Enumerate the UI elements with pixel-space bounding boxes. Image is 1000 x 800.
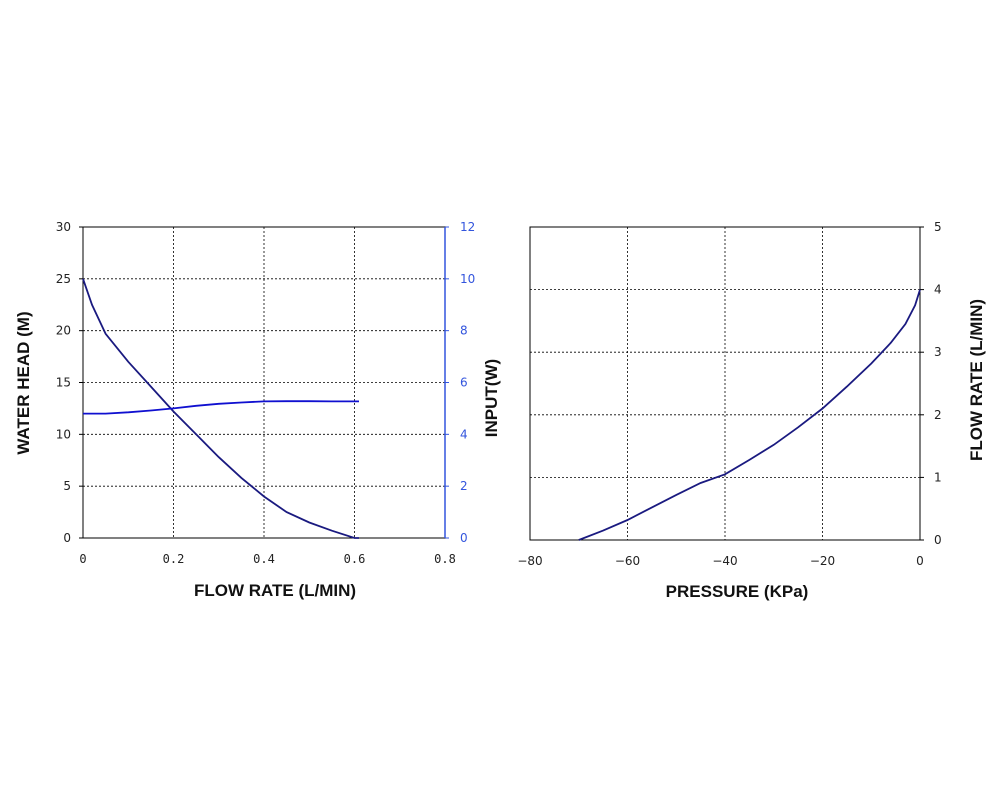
y2-axis-title-left: INPUT(W) [482,359,501,437]
y2-tick-label: 2 [460,479,468,493]
x-tick-label: −80 [517,554,542,568]
x-tick-label: 0.2 [163,552,185,566]
x-axis-title-left: FLOW RATE (L/MIN) [194,581,356,600]
y-tick-label: 0 [934,533,942,547]
y-tick-label: 5 [934,220,942,234]
y2-tick-label: 8 [460,324,468,338]
y-axis-title-left: WATER HEAD (M) [14,311,33,454]
y-tick-label: 10 [56,427,71,441]
y-tick-label: 2 [934,408,942,422]
x-tick-label: −40 [712,554,737,568]
flow-rate-line [578,289,921,541]
y-tick-label: 20 [56,324,71,338]
input-power-line [83,400,359,415]
y-tick-label: 30 [56,220,71,234]
y2-tick-label: 4 [460,427,468,441]
water-head-line [82,278,359,539]
y-tick-label: 0 [63,531,71,545]
y-tick-label: 3 [934,345,942,359]
y-tick-label: 4 [934,283,942,297]
x-tick-label: 0.8 [434,552,456,566]
y2-tick-label: 10 [460,272,475,286]
pressure-flow-chart: −80 −60 −40 −20 00 1 2 3 4 5 [517,220,941,568]
x-tick-label: 0 [916,554,924,568]
x-axis-title-right: PRESSURE (KPa) [666,582,809,601]
y2-tick-label: 0 [460,531,468,545]
y-axis-title-right: FLOW RATE (L/MIN) [967,299,986,461]
y2-tick-label: 6 [460,376,468,390]
y-tick-label: 25 [56,272,71,286]
x-tick-label: 0.4 [253,552,275,566]
y-tick-label: 1 [934,470,942,484]
x-tick-label: 0 [79,552,86,566]
y2-tick-label: 12 [460,220,475,234]
x-tick-label: −20 [810,554,835,568]
pump-curve-chart: 0 0.2 0.4 0.6 0.8 0 5 10 15 20 25 30 0 2 4 6 8 10 12 [56,220,476,566]
x-tick-label: 0.6 [344,552,366,566]
x-tick-label: −60 [615,554,640,568]
plot-frame [529,226,921,541]
y-tick-label: 15 [56,376,71,390]
y-tick-label: 5 [63,479,71,493]
